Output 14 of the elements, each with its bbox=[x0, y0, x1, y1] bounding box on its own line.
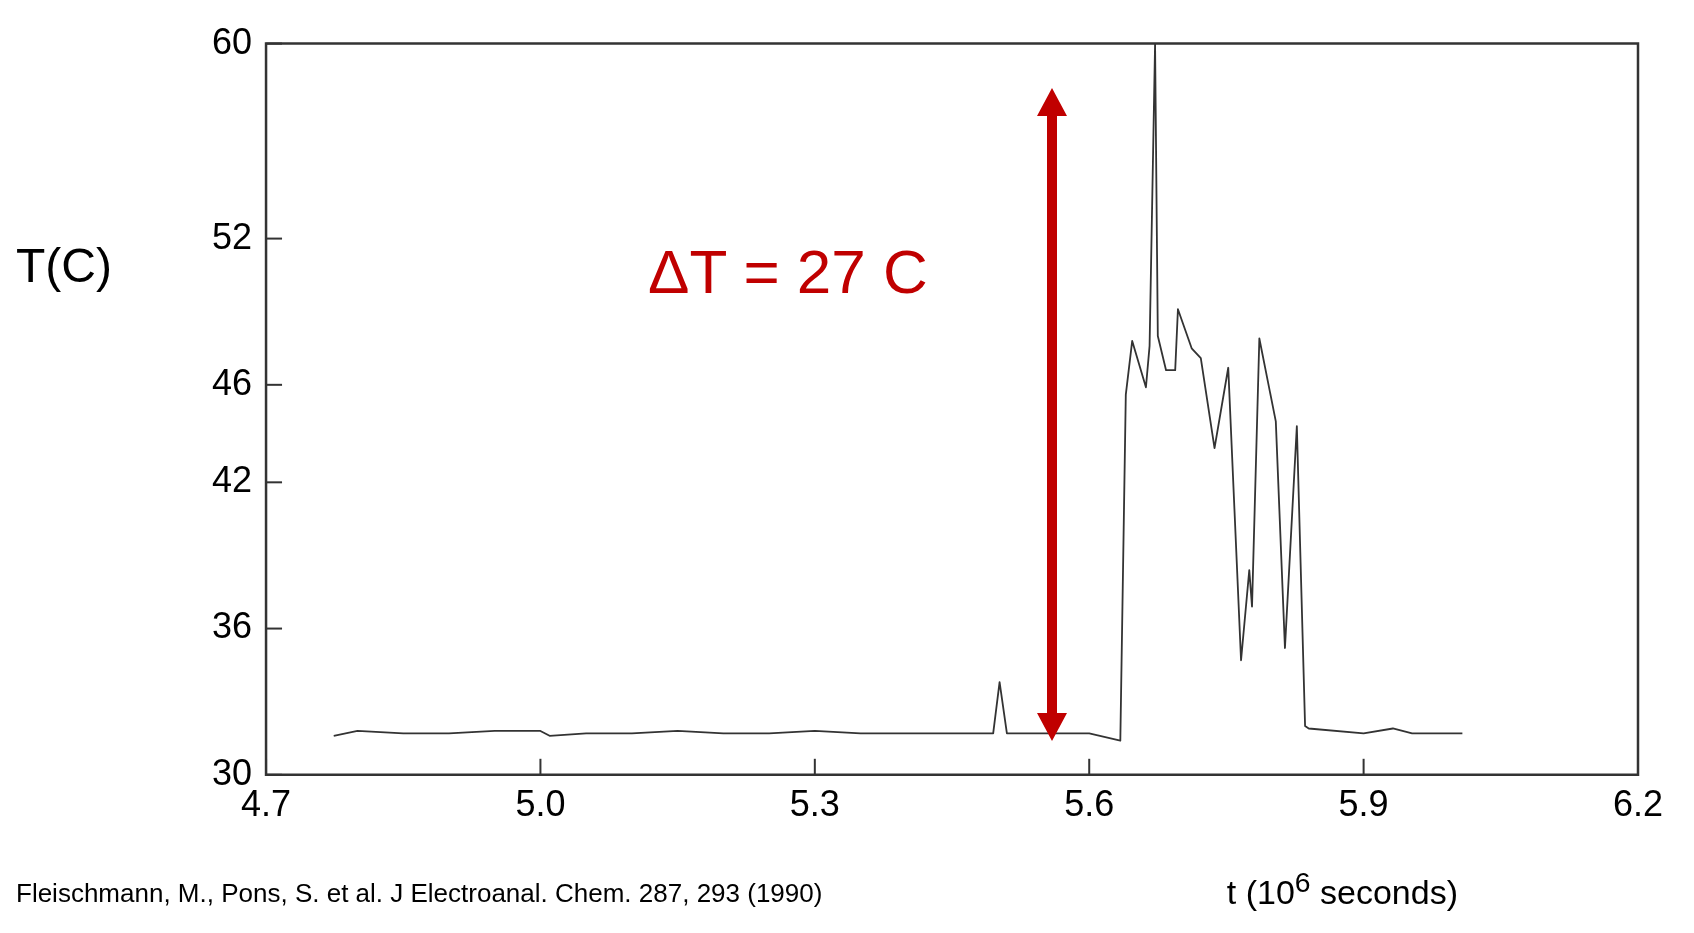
text: Fleischmann, M., Pons, S. et al. J Electroanal. Chem. 287, 293 (1990) bbox=[16, 878, 823, 909]
y-tick-label: 36 bbox=[212, 605, 253, 647]
x-tick-label: 6.2 bbox=[1612, 783, 1664, 825]
y-tick-label: 46 bbox=[212, 361, 253, 403]
x-tick-label: 5.0 bbox=[515, 783, 566, 825]
y-tick-label: 42 bbox=[212, 459, 253, 501]
x-tick-label: 5.3 bbox=[789, 783, 840, 825]
y-tick-label: 52 bbox=[212, 215, 253, 257]
annotation: ΔT = 27 C bbox=[648, 236, 928, 307]
y-tick-label: 60 bbox=[212, 20, 253, 62]
y-axis-title: T(C) bbox=[16, 238, 112, 293]
x-axis-title: t (10$^{6}$ seconds) bbox=[1226, 866, 1458, 913]
x-tick-label: 5.6 bbox=[1064, 783, 1115, 825]
x-tick-label: 5.9 bbox=[1338, 783, 1389, 825]
